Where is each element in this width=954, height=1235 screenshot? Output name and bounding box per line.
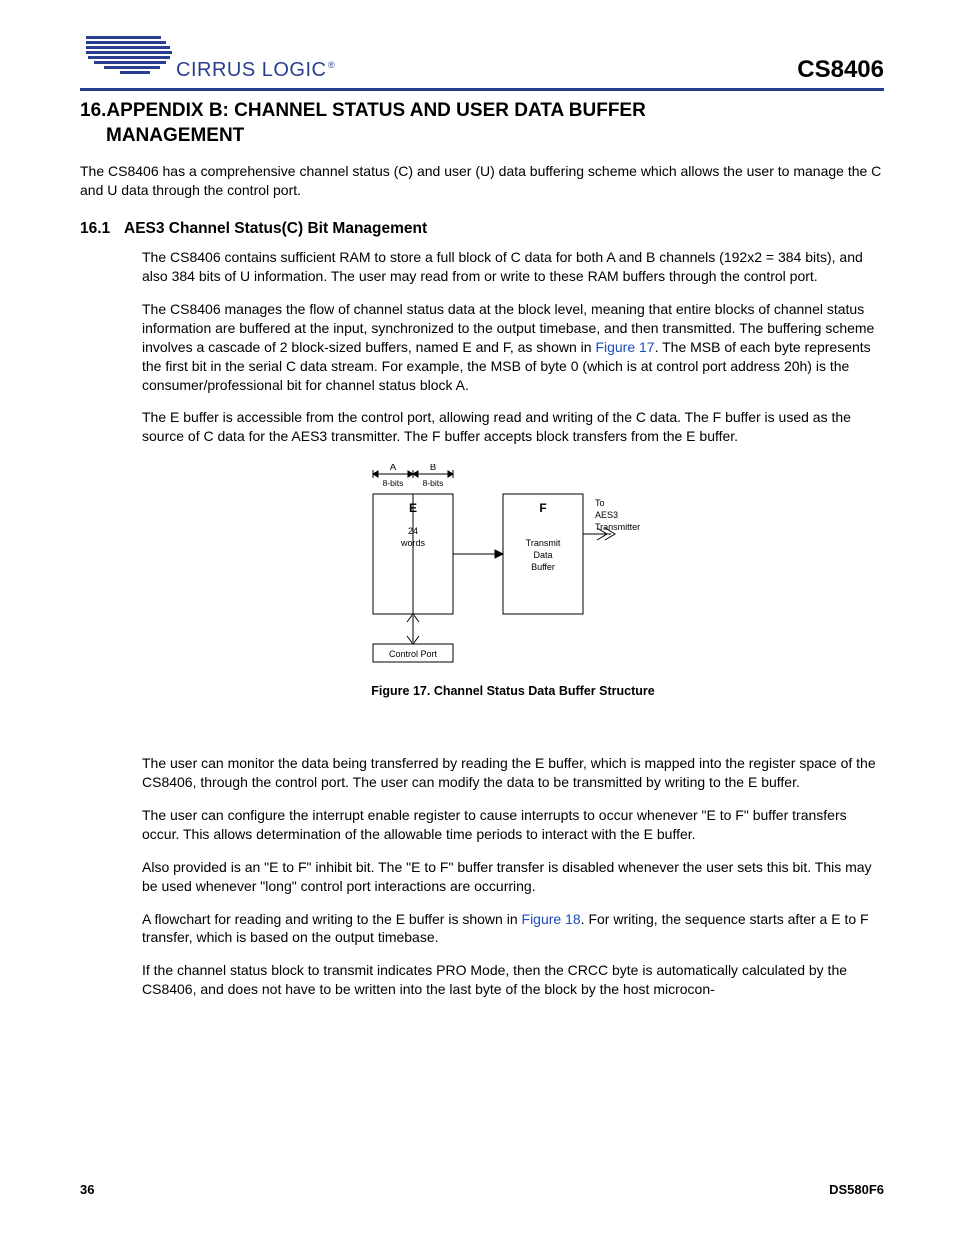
paragraph: The E buffer is accessible from the cont…: [142, 408, 884, 446]
subsection-number: 16.1: [80, 220, 124, 238]
label-xmit: Transmitter: [595, 522, 640, 532]
page-footer: 36 DS580F6: [80, 1182, 884, 1197]
label-tx3: Buffer: [531, 562, 555, 572]
section-heading: 16.APPENDIX B: CHANNEL STATUS AND USER D…: [80, 99, 884, 148]
paragraph: The CS8406 contains sufficient RAM to st…: [142, 248, 884, 286]
label-words-1: 24: [408, 526, 418, 536]
svg-text:®: ®: [328, 60, 335, 70]
figure-link[interactable]: Figure 17: [595, 339, 654, 355]
intro-paragraph: The CS8406 has a comprehensive channel s…: [80, 162, 884, 200]
paragraph: A flowchart for reading and writing to t…: [142, 910, 884, 948]
label-tx1: Transmit: [526, 538, 561, 548]
label-words-2: words: [400, 538, 426, 548]
label-e: E: [409, 501, 417, 515]
subsection-title: AES3 Channel Status(C) Bit Management: [124, 220, 427, 237]
paragraph: The user can configure the interrupt ena…: [142, 806, 884, 844]
section-title-line1: APPENDIX B: CHANNEL STATUS AND USER DATA…: [106, 100, 645, 121]
label-aes: AES3: [595, 510, 618, 520]
label-tx2: Data: [533, 550, 552, 560]
section-number: 16.: [80, 100, 106, 121]
label-bits-a: 8-bits: [383, 478, 404, 488]
figure-link[interactable]: Figure 18: [522, 911, 581, 927]
doc-id: DS580F6: [829, 1182, 884, 1197]
label-control-port: Control Port: [389, 649, 438, 659]
paragraph: Also provided is an "E to F" inhibit bit…: [142, 858, 884, 896]
label-f: F: [539, 501, 546, 515]
label-bits-b: 8-bits: [423, 478, 444, 488]
section-title-line2: MANAGEMENT: [106, 124, 884, 149]
label-to: To: [595, 498, 605, 508]
brand-text: CIRRUS LOGIC: [176, 59, 326, 81]
paragraph: The CS8406 manages the flow of channel s…: [142, 300, 884, 394]
figure-caption: Figure 17. Channel Status Data Buffer St…: [142, 684, 884, 698]
paragraph: The user can monitor the data being tran…: [142, 754, 884, 792]
figure-diagram: A B 8-bits 8-bits E 24 words F Transmit …: [142, 464, 884, 674]
company-logo: CIRRUS LOGIC ®: [80, 32, 340, 84]
page-header: CIRRUS LOGIC ® CS8406: [80, 32, 884, 91]
label-b: B: [430, 464, 436, 473]
part-number: CS8406: [797, 56, 884, 84]
page-number: 36: [80, 1182, 94, 1197]
label-a: A: [390, 464, 397, 473]
subsection-heading: 16.1AES3 Channel Status(C) Bit Managemen…: [80, 220, 884, 238]
paragraph: If the channel status block to transmit …: [142, 961, 884, 999]
